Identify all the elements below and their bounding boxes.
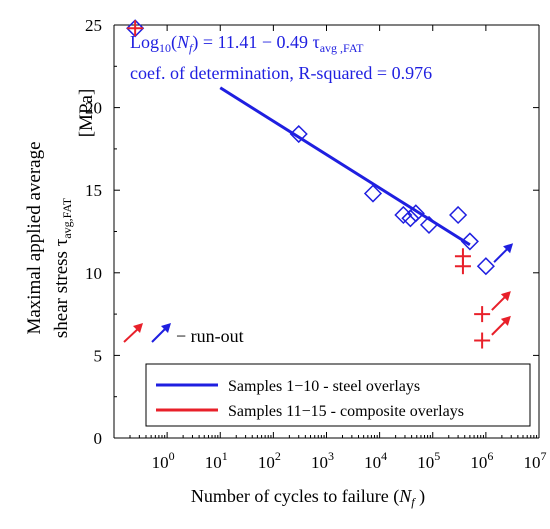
x-tick-label: 104 [364, 449, 387, 472]
run-out-arrows [491, 243, 514, 336]
run-out-arrowhead [500, 291, 511, 302]
x-tick-label: 105 [417, 449, 440, 472]
y-tick-label: 20 [85, 99, 102, 118]
equation-text: Log10(Nf) = 11.41 − 0.49 τavg ,FAT [130, 32, 364, 55]
y-axis-label-line1: Maximal applied average [24, 141, 45, 334]
steel-point [419, 215, 439, 234]
steel-point [460, 232, 479, 251]
y-axis-label-2: shear stress τavg,FAT [51, 197, 74, 338]
y-tick-label: 25 [85, 16, 102, 35]
run-out-arrowhead [503, 243, 514, 254]
y-axis-unit: [MPa] [76, 89, 97, 138]
data-points [126, 19, 495, 349]
steel-point [363, 184, 383, 203]
run-out-key-blue-arrowhead [161, 323, 171, 333]
run-out-arrowhead [500, 315, 511, 326]
legend-box [145, 363, 531, 427]
x-tick-label: 106 [470, 449, 493, 472]
y-tick-label: 15 [85, 181, 102, 200]
y-axis-label-unit: [MPa] [76, 89, 97, 138]
x-tick-label: 102 [258, 449, 281, 472]
legend-label-steel: Samples 1−10 - steel overlays [228, 378, 420, 395]
x-tick-label: 103 [311, 449, 334, 472]
steel-point [449, 205, 468, 225]
y-tick-label: 5 [94, 346, 103, 365]
r-squared-text: coef. of determination, R-squared = 0.97… [130, 63, 432, 83]
y-axis-label: Maximal applied average [24, 141, 45, 334]
run-out-key-red-arrowhead [133, 323, 143, 333]
x-tick-label: 101 [205, 449, 228, 472]
ticks: 0 5 10 15 20 25 100 101 102 103 104 105 106 107 [85, 16, 547, 472]
steel-point [289, 124, 308, 144]
legend-label-composite: Samples 11−15 - composite overlays [228, 403, 464, 420]
x-tick-label: 107 [524, 449, 547, 472]
run-out-key: − run-out [123, 323, 244, 346]
y-axis-label-line2: shear stress τavg,FAT [51, 197, 74, 338]
steel-point [401, 209, 420, 228]
x-axis-label: Number of cycles to failure (Nf ) [191, 486, 425, 509]
legend: Samples 1−10 - steel overlays Samples 11… [145, 363, 531, 427]
x-tick-label: 100 [152, 449, 175, 472]
steel-point [406, 204, 425, 223]
run-out-label: − run-out [176, 326, 244, 346]
steel-point [476, 257, 495, 276]
y-tick-label: 10 [85, 264, 102, 283]
y-tick-label: 0 [94, 429, 103, 448]
